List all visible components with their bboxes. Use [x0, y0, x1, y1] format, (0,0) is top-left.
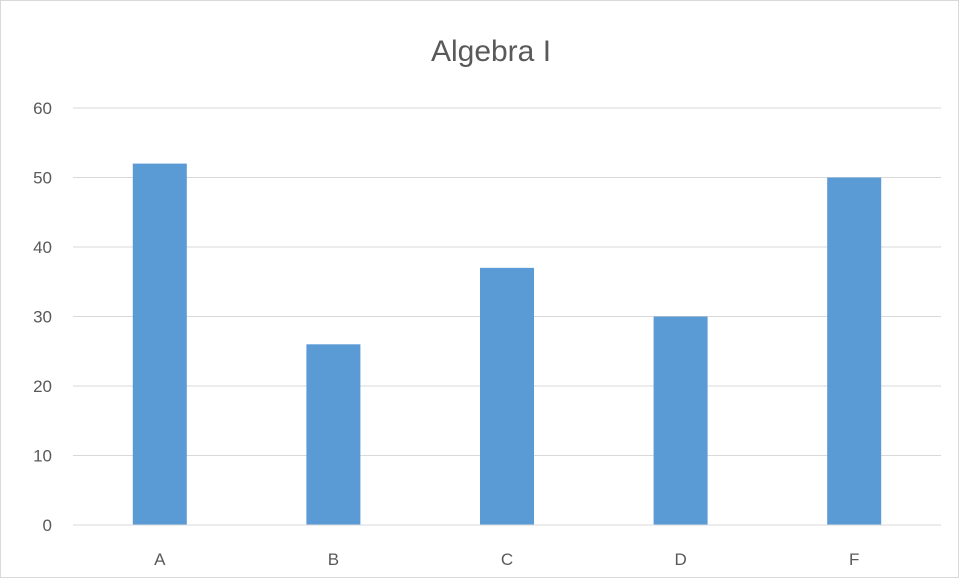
x-tick-label: D	[674, 550, 686, 569]
bar-D	[653, 316, 708, 525]
x-tick-label: F	[849, 550, 859, 569]
bar-B	[306, 344, 361, 525]
x-tick-label: C	[501, 550, 513, 569]
bar-C	[480, 267, 534, 525]
y-tick-label: 0	[43, 516, 52, 535]
y-tick-label: 50	[33, 169, 52, 188]
y-tick-label: 20	[33, 377, 52, 396]
x-tick-label: A	[154, 550, 166, 569]
y-tick-label: 10	[33, 447, 52, 466]
y-tick-label: 60	[33, 99, 52, 118]
y-tick-label: 30	[33, 308, 52, 327]
chart-title: Algebra I	[430, 35, 552, 68]
x-tick-label: B	[328, 550, 339, 569]
bar-A	[132, 163, 187, 525]
bars	[132, 163, 882, 525]
bar-F	[827, 177, 882, 525]
y-axis-tick-labels: 0 10 20 30 40 50 60	[33, 99, 52, 535]
y-tick-label: 40	[33, 238, 52, 257]
